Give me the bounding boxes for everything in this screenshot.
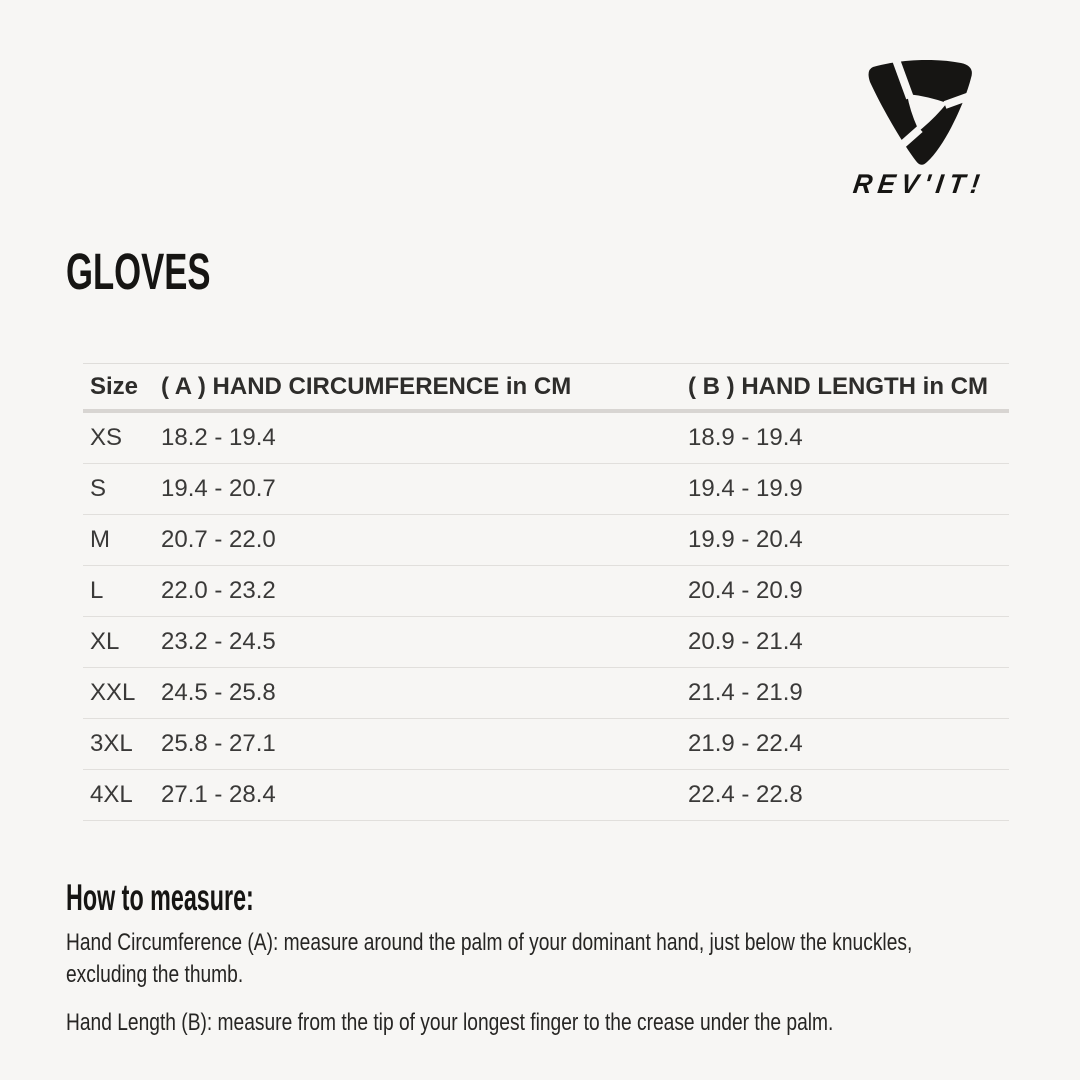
length-cell: 21.4 - 21.9 bbox=[681, 667, 1009, 719]
how-to-measure-heading: How to measure: bbox=[66, 877, 254, 918]
length-cell: 20.9 - 21.4 bbox=[681, 616, 1009, 668]
revit-shield-icon bbox=[868, 60, 975, 165]
circumference-cell: 24.5 - 25.8 bbox=[154, 667, 681, 719]
table-row: 3XL 25.8 - 27.1 21.9 - 22.4 bbox=[83, 718, 1009, 770]
circumference-cell: 18.2 - 19.4 bbox=[154, 411, 681, 464]
table-row: L 22.0 - 23.2 20.4 - 20.9 bbox=[83, 565, 1009, 617]
table-row: XXL 24.5 - 25.8 21.4 - 21.9 bbox=[83, 667, 1009, 719]
size-table: Size ( A ) HAND CIRCUMFERENCE in CM ( B … bbox=[83, 363, 1009, 821]
instruction-hand-circumference-line1: Hand Circumference (A): measure around t… bbox=[66, 929, 913, 956]
length-cell: 19.9 - 20.4 bbox=[681, 514, 1009, 566]
size-cell: L bbox=[83, 565, 154, 617]
size-cell: S bbox=[83, 463, 154, 515]
length-cell: 20.4 - 20.9 bbox=[681, 565, 1009, 617]
circumference-cell: 27.1 - 28.4 bbox=[154, 769, 681, 821]
circumference-cell: 23.2 - 24.5 bbox=[154, 616, 681, 668]
col-header-hand-circumference: ( A ) HAND CIRCUMFERENCE in CM bbox=[154, 363, 681, 413]
col-header-hand-length: ( B ) HAND LENGTH in CM bbox=[681, 363, 1009, 413]
instruction-hand-circumference: Hand Circumference (A): measure around t… bbox=[66, 927, 913, 991]
table-row: XS 18.2 - 19.4 18.9 - 19.4 bbox=[83, 411, 1009, 464]
size-cell: 3XL bbox=[83, 718, 154, 770]
table-row: XL 23.2 - 24.5 20.9 - 21.4 bbox=[83, 616, 1009, 668]
brand-logo: REV'IT! bbox=[843, 60, 995, 200]
length-cell: 18.9 - 19.4 bbox=[681, 411, 1009, 464]
table-row: M 20.7 - 22.0 19.9 - 20.4 bbox=[83, 514, 1009, 566]
circumference-cell: 25.8 - 27.1 bbox=[154, 718, 681, 770]
size-cell: XS bbox=[83, 411, 154, 464]
size-table-body: XS 18.2 - 19.4 18.9 - 19.4 S 19.4 - 20.7 19.4… bbox=[83, 411, 1009, 821]
length-cell: 21.9 - 22.4 bbox=[681, 718, 1009, 770]
circumference-cell: 19.4 - 20.7 bbox=[154, 463, 681, 515]
table-row: 4XL 27.1 - 28.4 22.4 - 22.8 bbox=[83, 769, 1009, 821]
instruction-hand-circumference-line2: excluding the thumb. bbox=[66, 961, 244, 988]
length-cell: 22.4 - 22.8 bbox=[681, 769, 1009, 821]
brand-name: REV'IT! bbox=[851, 169, 988, 199]
size-cell: M bbox=[83, 514, 154, 566]
how-to-measure-section: How to measure: Hand Circumference (A): … bbox=[66, 879, 1076, 1039]
size-cell: XXL bbox=[83, 667, 154, 719]
page-title: GLOVES bbox=[66, 243, 211, 300]
circumference-cell: 22.0 - 23.2 bbox=[154, 565, 681, 617]
table-row: S 19.4 - 20.7 19.4 - 19.9 bbox=[83, 463, 1009, 515]
length-cell: 19.4 - 19.9 bbox=[681, 463, 1009, 515]
size-cell: 4XL bbox=[83, 769, 154, 821]
circumference-cell: 20.7 - 22.0 bbox=[154, 514, 681, 566]
col-header-size: Size bbox=[83, 363, 154, 413]
table-header-row: Size ( A ) HAND CIRCUMFERENCE in CM ( B … bbox=[83, 363, 1009, 413]
instruction-hand-length: Hand Length (B): measure from the tip of… bbox=[66, 1009, 834, 1036]
size-cell: XL bbox=[83, 616, 154, 668]
